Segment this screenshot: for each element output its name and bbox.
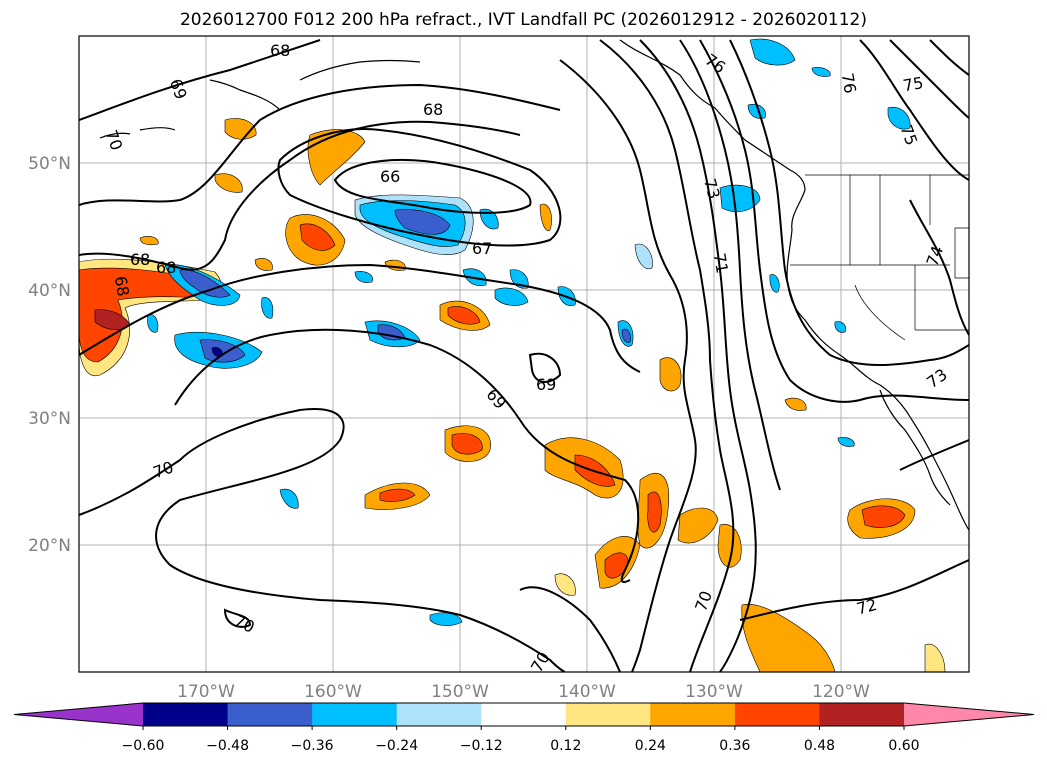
colorbar-tick-label: 0.48 bbox=[804, 738, 835, 754]
lon-label: 160°W bbox=[304, 682, 362, 702]
colorbar-tick-label: 0.36 bbox=[719, 738, 750, 754]
colorbar-segment bbox=[565, 703, 651, 726]
contour-label: 68 bbox=[270, 41, 290, 60]
colorbar-extend-low bbox=[14, 703, 143, 726]
lon-label: 150°W bbox=[431, 682, 489, 702]
contour-label: 71 bbox=[710, 252, 732, 275]
positive-anomaly-patches bbox=[79, 118, 946, 672]
colorbar-segment bbox=[227, 703, 313, 726]
colorbar-tick-label: −0.24 bbox=[375, 738, 418, 754]
colorbar-segment bbox=[481, 703, 567, 726]
negative-anomaly-patches bbox=[147, 38, 911, 626]
contour-label: 72 bbox=[854, 595, 879, 619]
contour-label: 67 bbox=[472, 239, 492, 258]
colorbar-segment bbox=[143, 703, 229, 726]
colorbar bbox=[13, 702, 1035, 727]
colorbar-tick-label: −0.36 bbox=[291, 738, 334, 754]
lon-label: 170°W bbox=[177, 682, 235, 702]
contour-label: 68 bbox=[111, 275, 133, 298]
lon-label: 130°W bbox=[685, 682, 743, 702]
colorbar-tick-label: −0.12 bbox=[460, 738, 503, 754]
gridlines bbox=[79, 36, 969, 672]
contour-label: 68 bbox=[423, 100, 443, 119]
colorbar-segment bbox=[650, 703, 736, 726]
colorbar-extend-high bbox=[904, 703, 1034, 726]
contour-label: 75 bbox=[902, 73, 925, 95]
contour-label: 70 bbox=[527, 649, 554, 676]
latitude-labels: 50°N 40°N 30°N 20°N bbox=[28, 154, 71, 556]
contour-label: 68 bbox=[156, 258, 176, 277]
contour-label: 76 bbox=[838, 72, 860, 95]
lon-label: 140°W bbox=[558, 682, 616, 702]
lon-label: 120°W bbox=[812, 682, 870, 702]
colorbar-segment bbox=[819, 703, 905, 726]
colorbar-tick-label: 0.24 bbox=[635, 738, 666, 754]
colorbar-tick-labels: −0.60 −0.48 −0.36 −0.24 −0.12 0.12 0.24 0.36 0.4… bbox=[122, 726, 920, 754]
contour-label: 68 bbox=[130, 250, 150, 269]
colorbar-segment bbox=[734, 703, 820, 726]
coastlines bbox=[99, 39, 969, 531]
political-borders bbox=[790, 174, 969, 341]
colorbar-tick-label: −0.48 bbox=[206, 738, 249, 754]
lat-label: 40°N bbox=[28, 281, 71, 301]
longitude-labels: 170°W 160°W 150°W 140°W 130°W 120°W bbox=[177, 682, 870, 702]
map-title: 2026012700 F012 200 hPa refract., IVT La… bbox=[179, 10, 867, 30]
colorbar-segment bbox=[312, 703, 398, 726]
map-frame bbox=[78, 35, 970, 673]
lat-label: 50°N bbox=[28, 154, 71, 174]
contour-label: 73 bbox=[700, 176, 724, 201]
lat-label: 20°N bbox=[28, 536, 71, 556]
contour-label: 66 bbox=[380, 167, 400, 186]
colorbar-tick-label: 0.12 bbox=[550, 738, 581, 754]
lat-label: 30°N bbox=[28, 409, 71, 429]
contour-lines bbox=[79, 39, 969, 672]
contour-label: 69 bbox=[536, 375, 556, 394]
colorbar-segment bbox=[396, 703, 482, 726]
colorbar-tick-label: 0.60 bbox=[888, 738, 919, 754]
colorbar-tick-label: −0.60 bbox=[122, 738, 165, 754]
